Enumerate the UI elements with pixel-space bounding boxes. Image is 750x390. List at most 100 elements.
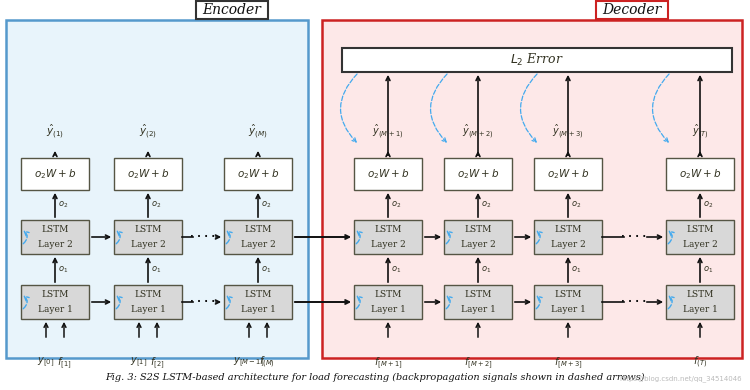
- Text: $f_{(T)}$: $f_{(T)}$: [693, 355, 707, 370]
- Text: $f_{[2]}$: $f_{[2]}$: [150, 355, 164, 371]
- Text: Fig. 3: S2S LSTM-based architecture for load forecasting (backpropagation signal: Fig. 3: S2S LSTM-based architecture for …: [105, 373, 645, 382]
- Text: $o_2$: $o_2$: [151, 200, 161, 210]
- FancyBboxPatch shape: [534, 285, 602, 319]
- Text: $f_{[M+2]}$: $f_{[M+2]}$: [464, 355, 493, 371]
- Text: $o_1$: $o_1$: [391, 264, 401, 275]
- Text: Layer 2: Layer 2: [460, 240, 495, 249]
- FancyBboxPatch shape: [224, 285, 292, 319]
- Text: $o_1$: $o_1$: [58, 264, 68, 275]
- FancyBboxPatch shape: [322, 20, 742, 358]
- Text: LSTM: LSTM: [686, 290, 714, 299]
- Text: $\hat{y}_{(T)}$: $\hat{y}_{(T)}$: [692, 122, 709, 140]
- Text: $o_2W + b$: $o_2W + b$: [237, 167, 279, 181]
- FancyBboxPatch shape: [596, 1, 668, 19]
- Text: $o_2W + b$: $o_2W + b$: [547, 167, 590, 181]
- Text: Layer 1: Layer 1: [460, 305, 496, 314]
- Text: $o_2W + b$: $o_2W + b$: [367, 167, 410, 181]
- Text: LSTM: LSTM: [464, 225, 492, 234]
- FancyBboxPatch shape: [196, 1, 268, 19]
- FancyBboxPatch shape: [114, 158, 182, 190]
- Text: $f_{(M)}$: $f_{(M)}$: [259, 355, 275, 370]
- Text: LSTM: LSTM: [134, 290, 162, 299]
- FancyBboxPatch shape: [444, 285, 512, 319]
- Text: $o_2$: $o_2$: [391, 200, 401, 210]
- FancyBboxPatch shape: [21, 158, 89, 190]
- Text: Layer 1: Layer 1: [241, 305, 275, 314]
- Text: LSTM: LSTM: [686, 225, 714, 234]
- Text: $f_{[1]}$: $f_{[1]}$: [57, 355, 71, 371]
- Text: $f_{[M+3]}$: $f_{[M+3]}$: [554, 355, 583, 371]
- Text: LSTM: LSTM: [374, 290, 402, 299]
- Text: LSTM: LSTM: [41, 225, 69, 234]
- FancyBboxPatch shape: [444, 158, 512, 190]
- Text: LSTM: LSTM: [41, 290, 69, 299]
- Text: $o_1$: $o_1$: [261, 264, 272, 275]
- FancyBboxPatch shape: [21, 220, 89, 254]
- FancyBboxPatch shape: [342, 48, 732, 72]
- Text: LSTM: LSTM: [244, 225, 272, 234]
- FancyBboxPatch shape: [354, 220, 422, 254]
- FancyBboxPatch shape: [444, 220, 512, 254]
- FancyBboxPatch shape: [114, 220, 182, 254]
- Text: $o_2W + b$: $o_2W + b$: [679, 167, 722, 181]
- Text: $o_2W + b$: $o_2W + b$: [34, 167, 76, 181]
- Text: $o_2W + b$: $o_2W + b$: [127, 167, 170, 181]
- Text: $o_1$: $o_1$: [151, 264, 161, 275]
- Text: Layer 1: Layer 1: [550, 305, 586, 314]
- Text: Layer 2: Layer 2: [241, 240, 275, 249]
- Text: LSTM: LSTM: [244, 290, 272, 299]
- FancyBboxPatch shape: [666, 158, 734, 190]
- Text: $\hat{y}_{(M+1)}$: $\hat{y}_{(M+1)}$: [372, 122, 404, 140]
- Text: $o_2$: $o_2$: [571, 200, 581, 210]
- Text: $o_1$: $o_1$: [481, 264, 491, 275]
- Text: $o_1$: $o_1$: [571, 264, 581, 275]
- FancyBboxPatch shape: [534, 220, 602, 254]
- Text: $o_2$: $o_2$: [703, 200, 713, 210]
- Text: Layer 1: Layer 1: [682, 305, 718, 314]
- Text: $o_2$: $o_2$: [481, 200, 491, 210]
- Text: $\hat{y}_{(M)}$: $\hat{y}_{(M)}$: [248, 122, 268, 140]
- Text: $\hat{y}_{(M+2)}$: $\hat{y}_{(M+2)}$: [462, 122, 494, 140]
- Text: · · · ·: · · · ·: [622, 297, 646, 307]
- Text: LSTM: LSTM: [134, 225, 162, 234]
- Text: · · · ·: · · · ·: [190, 232, 215, 242]
- Text: https://blog.csdn.net/qq_34514046: https://blog.csdn.net/qq_34514046: [620, 375, 742, 382]
- Text: $o_2W + b$: $o_2W + b$: [457, 167, 500, 181]
- FancyBboxPatch shape: [534, 158, 602, 190]
- FancyBboxPatch shape: [224, 220, 292, 254]
- Text: $y_{[1]}$: $y_{[1]}$: [130, 355, 148, 369]
- FancyBboxPatch shape: [354, 158, 422, 190]
- Text: Layer 2: Layer 2: [682, 240, 717, 249]
- FancyBboxPatch shape: [666, 220, 734, 254]
- Text: Layer 2: Layer 2: [130, 240, 165, 249]
- Text: $L_2$ Error: $L_2$ Error: [510, 52, 564, 68]
- Text: $\hat{y}_{(2)}$: $\hat{y}_{(2)}$: [139, 122, 157, 140]
- FancyBboxPatch shape: [354, 285, 422, 319]
- Text: Layer 1: Layer 1: [38, 305, 73, 314]
- Text: $\hat{y}_{(M+3)}$: $\hat{y}_{(M+3)}$: [552, 122, 584, 140]
- Text: Encoder: Encoder: [202, 3, 262, 17]
- Text: $o_2$: $o_2$: [261, 200, 272, 210]
- FancyBboxPatch shape: [224, 158, 292, 190]
- Text: · · · ·: · · · ·: [190, 297, 215, 307]
- Text: LSTM: LSTM: [554, 290, 582, 299]
- Text: Decoder: Decoder: [602, 3, 662, 17]
- Text: $\hat{y}_{(1)}$: $\hat{y}_{(1)}$: [46, 122, 64, 140]
- FancyBboxPatch shape: [21, 285, 89, 319]
- Text: Layer 1: Layer 1: [370, 305, 406, 314]
- Text: $y_{[M-1]}$: $y_{[M-1]}$: [233, 355, 265, 369]
- Text: LSTM: LSTM: [464, 290, 492, 299]
- FancyBboxPatch shape: [114, 285, 182, 319]
- Text: Layer 2: Layer 2: [38, 240, 72, 249]
- Text: Layer 1: Layer 1: [130, 305, 166, 314]
- Text: $y_{[0]}$: $y_{[0]}$: [38, 355, 55, 369]
- FancyBboxPatch shape: [6, 20, 308, 358]
- Text: LSTM: LSTM: [374, 225, 402, 234]
- Text: Layer 2: Layer 2: [550, 240, 585, 249]
- Text: $o_2$: $o_2$: [58, 200, 68, 210]
- Text: $f_{[M+1]}$: $f_{[M+1]}$: [374, 355, 403, 371]
- Text: Layer 2: Layer 2: [370, 240, 405, 249]
- Text: LSTM: LSTM: [554, 225, 582, 234]
- FancyBboxPatch shape: [666, 285, 734, 319]
- Text: $o_1$: $o_1$: [703, 264, 713, 275]
